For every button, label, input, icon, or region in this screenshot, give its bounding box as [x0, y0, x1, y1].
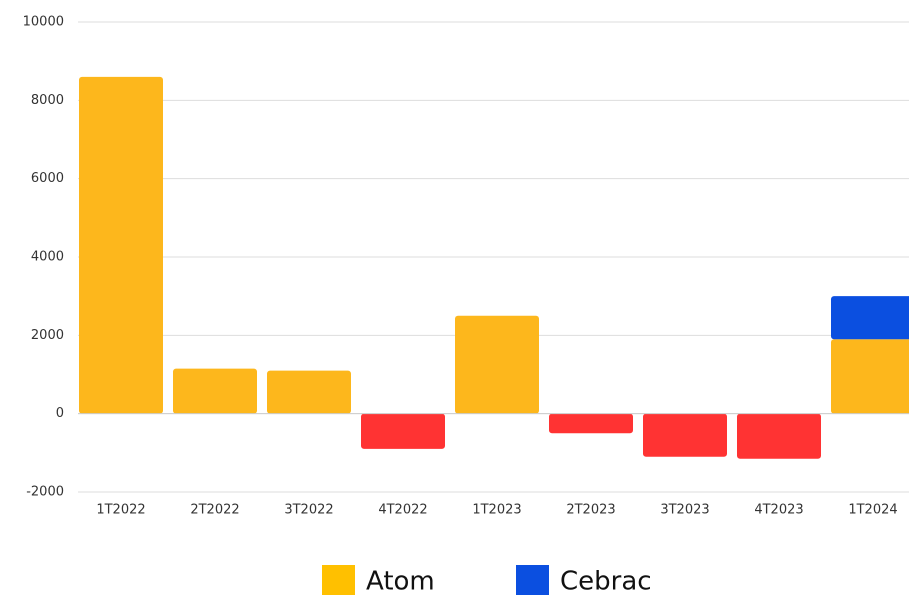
bar	[361, 413, 445, 449]
y-tick-label: 2000	[31, 328, 64, 343]
bar	[173, 368, 257, 414]
y-tick-label: -2000	[26, 485, 64, 500]
bar	[831, 296, 909, 340]
x-tick-label: 3T2022	[284, 503, 333, 518]
bar	[267, 370, 351, 414]
x-tick-label: 2T2022	[190, 503, 239, 518]
y-tick-label: 4000	[31, 250, 64, 265]
y-tick-label: 0	[56, 406, 64, 421]
y-tick-label: 8000	[31, 93, 64, 108]
x-tick-label: 1T2022	[96, 503, 145, 518]
x-tick-label: 2T2023	[566, 503, 615, 518]
bar	[455, 315, 539, 414]
y-tick-label: 6000	[31, 171, 64, 186]
x-tick-label: 1T2023	[472, 503, 521, 518]
legend-label: Atom	[366, 567, 435, 597]
x-tick-label: 3T2023	[660, 503, 709, 518]
legend-label: Cebrac	[560, 567, 652, 597]
bar	[643, 413, 727, 457]
bar	[737, 413, 821, 459]
x-tick-label: 4T2022	[378, 503, 427, 518]
x-tick-label: 1T2024	[848, 503, 897, 518]
bar	[549, 413, 633, 434]
bar	[79, 76, 163, 414]
legend-swatch	[322, 565, 355, 595]
bar	[831, 339, 909, 414]
legend-swatch	[516, 565, 549, 595]
x-tick-label: 4T2023	[754, 503, 803, 518]
y-tick-label: 10000	[23, 15, 64, 30]
